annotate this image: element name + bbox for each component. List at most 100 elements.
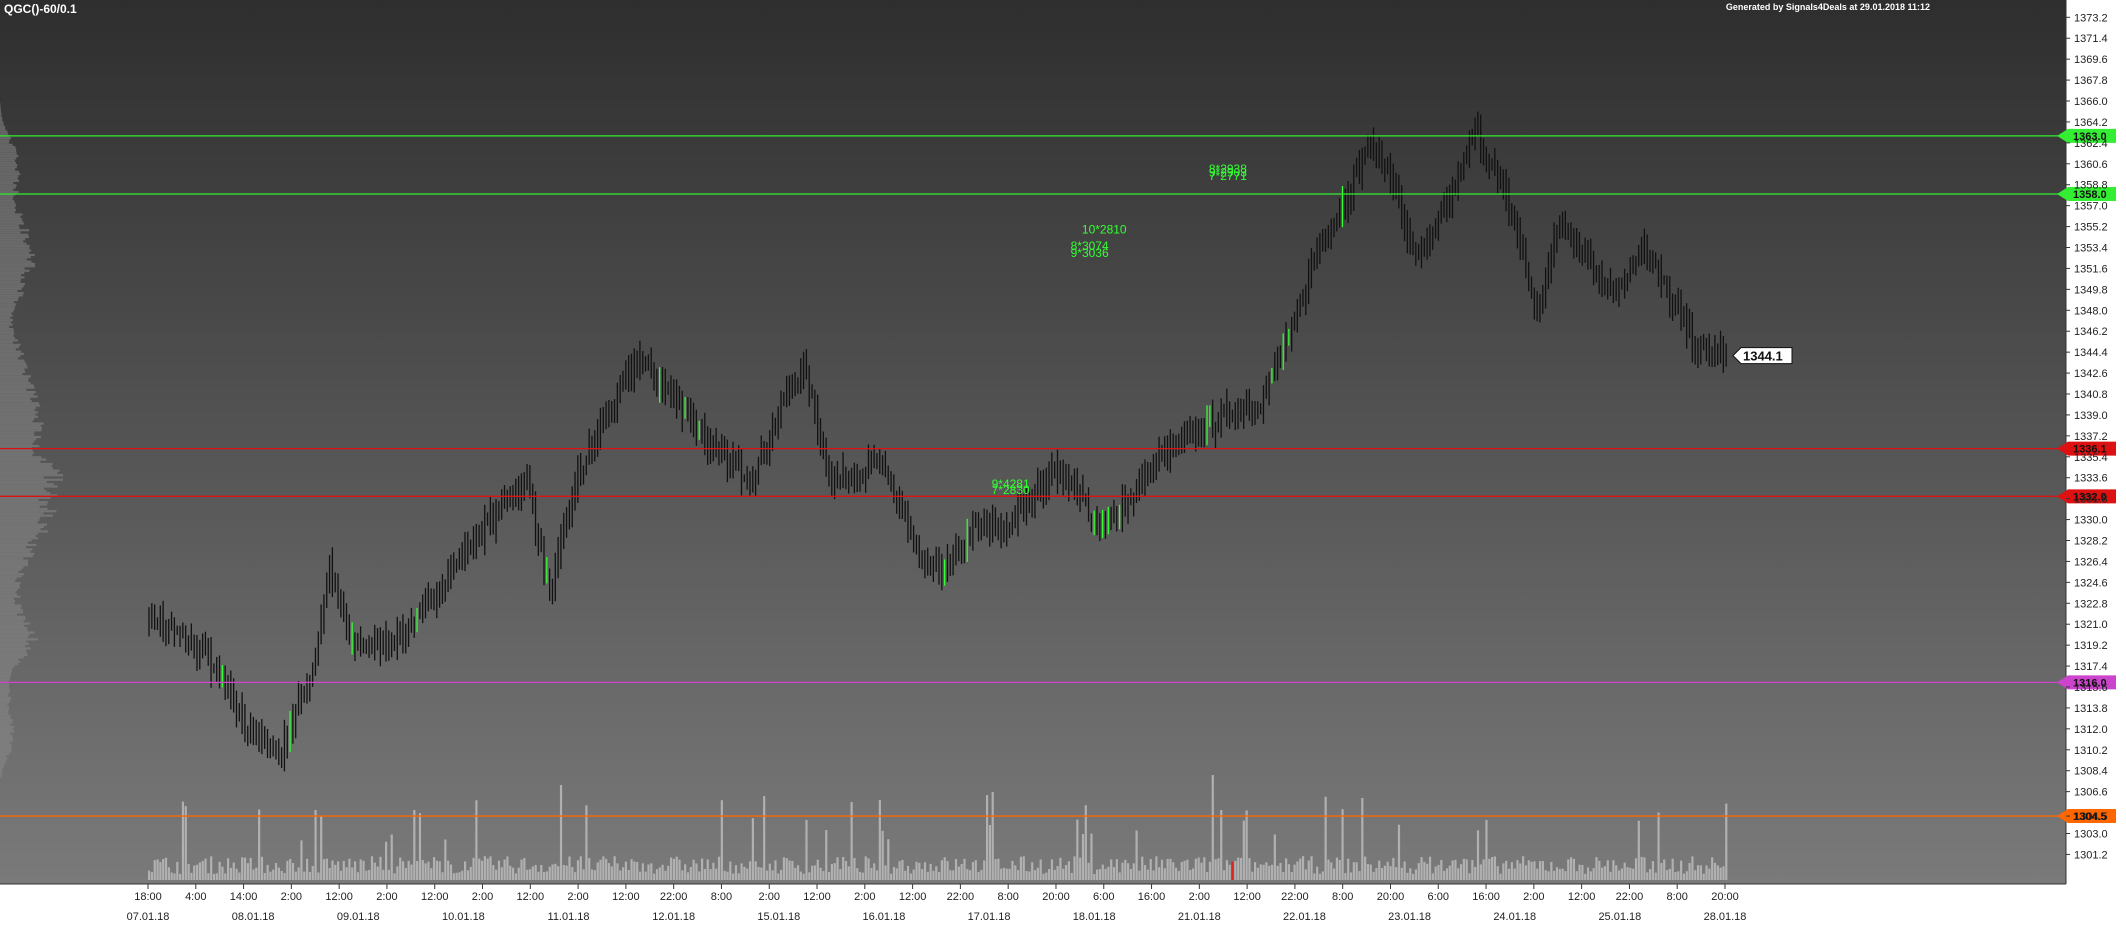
volume-bar: [1485, 820, 1488, 880]
profile-bin: [0, 364, 27, 367]
volume-bar: [373, 862, 376, 880]
volume-bar: [720, 800, 723, 880]
volume-bar: [215, 873, 218, 880]
volume-bar: [531, 866, 534, 880]
volume-bar: [647, 864, 650, 880]
profile-bin: [0, 177, 18, 180]
profile-bin: [0, 276, 25, 279]
volume-bar: [1400, 867, 1403, 880]
y-tick-label: 1349.8: [2074, 284, 2108, 296]
profile-bin: [0, 523, 48, 526]
profile-bin: [0, 366, 28, 369]
volume-bar: [1262, 864, 1265, 880]
profile-bin: [0, 211, 15, 214]
volume-bar: [1366, 864, 1370, 880]
volume-bar: [610, 866, 613, 880]
x-time-label: 22:00: [947, 891, 975, 903]
volume-bar: [1437, 864, 1440, 880]
volume-bar: [255, 867, 258, 880]
x-date-label: 11.01.18: [548, 911, 590, 923]
profile-bin: [0, 262, 35, 266]
profile-bin: [0, 386, 35, 389]
volume-bar: [1186, 859, 1189, 880]
profile-bin: [0, 125, 6, 128]
x-date-label: 28.01.18: [1704, 911, 1747, 923]
level-tag: [2057, 675, 2116, 690]
profile-bin: [0, 465, 52, 468]
y-tick-label: 1371.4: [2074, 33, 2108, 45]
profile-bin: [0, 534, 36, 538]
volume-bar: [1491, 857, 1494, 880]
volume-bar: [571, 867, 574, 880]
y-tick-label: 1304.5: [2074, 811, 2108, 823]
volume-bar: [686, 872, 690, 880]
profile-bin: [0, 346, 19, 349]
volume-bar: [681, 870, 684, 880]
volume-bar: [1397, 824, 1401, 880]
y-tick-label: 1353.4: [2074, 243, 2108, 255]
volume-bar: [825, 830, 828, 880]
y-tick-label: 1335.4: [2074, 452, 2108, 464]
profile-bin: [0, 505, 40, 508]
volume-bar: [740, 863, 743, 880]
volume-bar: [427, 861, 430, 880]
volume-bar: [1392, 857, 1395, 880]
volume-bar: [210, 856, 213, 880]
volume-bar: [232, 862, 235, 880]
volume-bar: [1290, 872, 1293, 880]
volume-bar: [396, 866, 399, 880]
signal-annotation: 9*3036: [1071, 246, 1109, 260]
volume-bar: [1197, 857, 1200, 880]
profile-bin: [0, 507, 48, 511]
volume-bar: [1313, 873, 1316, 880]
profile-bin: [0, 238, 26, 241]
x-time-label: 22:00: [1281, 891, 1309, 903]
volume-bar: [148, 870, 151, 880]
profile-bin: [0, 449, 33, 452]
x-time-label: 2:00: [1189, 891, 1210, 903]
profile-bin: [0, 435, 42, 439]
volume-bar: [1471, 860, 1474, 880]
x-time-label: 20:00: [1711, 891, 1739, 903]
profile-bin: [0, 337, 16, 340]
profile-bin: [0, 289, 18, 293]
volume-bar: [413, 810, 416, 880]
volume-bar: [1380, 868, 1384, 880]
price-axis[interactable]: 1301.2 1303.0 1304.5 1306.6 1308.4 1310.2 1312…: [2066, 12, 2108, 861]
volume-bar: [1304, 869, 1307, 880]
profile-bin: [0, 586, 20, 589]
volume-bar: [1530, 861, 1533, 880]
volume-bar: [1510, 862, 1513, 880]
x-date-label: 12.01.18: [652, 911, 695, 923]
volume-bar: [548, 866, 551, 880]
profile-bin: [0, 651, 27, 654]
volume-bar: [706, 859, 709, 880]
time-axis[interactable]: 18:00 4:00 14:00 2:00 12:00 2:00 12:00 2:00 12:0…: [127, 884, 1747, 923]
volume-bar: [1646, 872, 1649, 880]
volume-bar: [1104, 868, 1107, 880]
volume-bar: [359, 859, 362, 880]
profile-bin: [0, 548, 33, 551]
volume-bar: [901, 859, 904, 880]
y-tick-label: 1367.8: [2074, 75, 2108, 87]
volume-bar: [1141, 856, 1144, 880]
volume-bar: [1505, 860, 1508, 880]
volume-bar: [1409, 868, 1412, 880]
volume-bar: [179, 873, 182, 880]
volume-bar: [630, 859, 633, 880]
y-tick-label: 1351.6: [2074, 263, 2108, 275]
volume-bar: [435, 860, 438, 880]
x-time-label: 12:00: [612, 891, 640, 903]
volume-bar: [842, 856, 845, 880]
volume-bar: [1606, 860, 1609, 880]
volume-bar: [684, 864, 687, 880]
volume-bar: [376, 866, 379, 880]
volume-bar: [241, 857, 244, 880]
profile-bin: [0, 698, 11, 702]
volume-bar: [1671, 858, 1674, 880]
volume-bar: [861, 872, 865, 880]
volume-bar: [692, 859, 695, 880]
y-tick-label: 1319.2: [2074, 640, 2108, 652]
profile-bin: [0, 152, 17, 155]
